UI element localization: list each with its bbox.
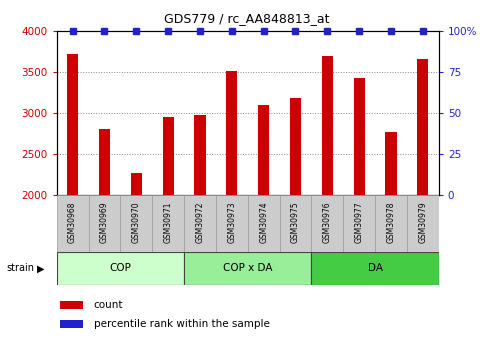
Text: GSM30970: GSM30970 [132,201,141,243]
Text: GSM30971: GSM30971 [164,201,173,243]
Text: GSM30972: GSM30972 [195,201,205,243]
Bar [120,195,152,252]
Bar [216,195,247,252]
Bar [247,195,280,252]
Text: COP: COP [109,263,131,273]
Bar [343,195,375,252]
Bar [322,57,333,195]
Bar [184,252,312,285]
Bar [312,195,343,252]
Text: GSM30977: GSM30977 [354,201,364,243]
Bar [407,195,439,252]
Text: percentile rank within the sample: percentile rank within the sample [94,319,270,329]
Bar [67,54,78,195]
Text: ▶: ▶ [37,264,45,273]
Text: GSM30975: GSM30975 [291,201,300,243]
Bar [60,320,82,328]
Bar [57,195,89,252]
Bar [353,78,365,195]
Text: GDS779 / rc_AA848813_at: GDS779 / rc_AA848813_at [164,12,329,25]
Text: count: count [94,299,123,309]
Text: DA: DA [368,263,383,273]
Bar [258,105,269,195]
Bar [194,116,206,195]
Bar [60,300,82,309]
Bar [290,98,301,195]
Bar [131,173,142,195]
Text: GSM30974: GSM30974 [259,201,268,243]
Text: GSM30969: GSM30969 [100,201,109,243]
Bar [375,195,407,252]
Bar [312,252,439,285]
Text: GSM30973: GSM30973 [227,201,236,243]
Bar [163,117,174,195]
Bar [99,129,110,195]
Text: GSM30976: GSM30976 [323,201,332,243]
Bar [89,195,120,252]
Bar [417,59,428,195]
Bar [152,195,184,252]
Bar [386,132,396,195]
Bar [280,195,312,252]
Text: GSM30978: GSM30978 [387,201,395,243]
Bar [184,195,216,252]
Bar [226,71,238,195]
Text: GSM30968: GSM30968 [68,201,77,243]
Text: COP x DA: COP x DA [223,263,273,273]
Text: strain: strain [6,264,34,273]
Text: GSM30979: GSM30979 [419,201,427,243]
Bar [57,252,184,285]
